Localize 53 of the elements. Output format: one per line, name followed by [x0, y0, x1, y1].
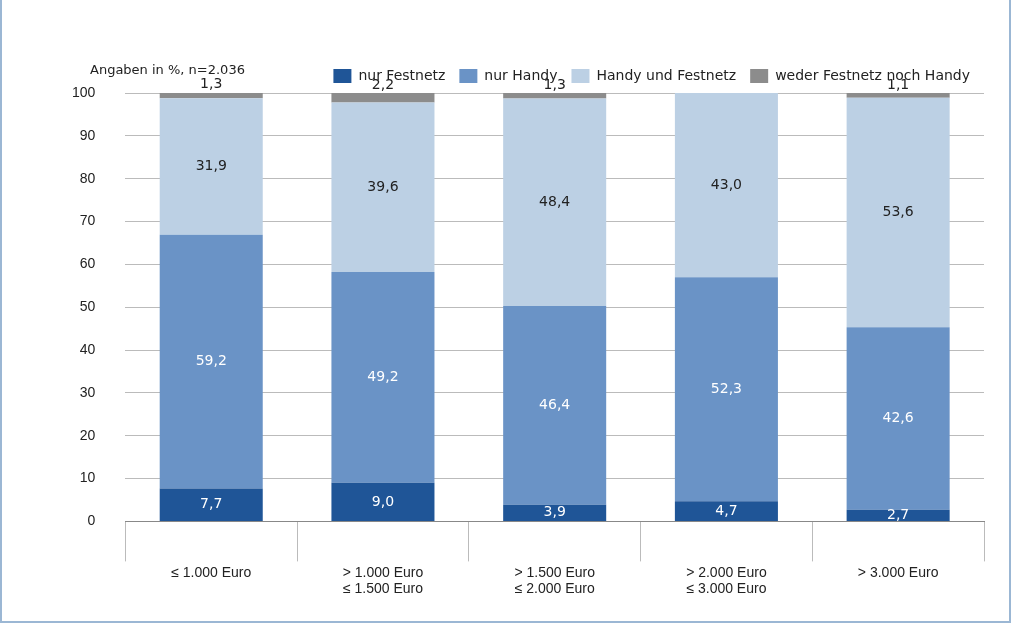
data-label: 46,4	[539, 395, 571, 412]
y-tick-label: 50	[79, 298, 96, 315]
bar	[159, 488, 263, 521]
bar	[159, 98, 263, 235]
y-tick-label: 30	[79, 383, 96, 400]
data-label: 1,3	[200, 75, 223, 92]
data-label: 48,4	[539, 192, 571, 209]
legend-label: Handy und Festnetz	[596, 66, 737, 83]
bar	[331, 272, 435, 483]
x-tick-label: > 1.000 Euro ≤ 1.500 Euro	[342, 563, 424, 597]
bar	[846, 93, 950, 98]
data-label: 4,7	[715, 501, 738, 518]
y-tick-label: 60	[79, 255, 96, 272]
bar	[331, 102, 435, 273]
bar	[846, 97, 950, 328]
bar	[846, 327, 950, 510]
data-label: 39,6	[367, 177, 399, 194]
x-tick-label: > 1.500 Euro ≤ 2.000 Euro	[514, 563, 596, 597]
data-label: 9,0	[371, 492, 395, 509]
y-tick-label: 20	[79, 426, 96, 443]
bar	[674, 501, 778, 521]
bar	[159, 234, 263, 489]
data-label: 3,9	[543, 503, 566, 520]
y-tick-label: 100	[72, 83, 96, 100]
data-label: 7,7	[200, 495, 223, 512]
bar	[331, 93, 435, 103]
y-tick-label: 0	[87, 512, 96, 529]
data-label: 52,3	[710, 379, 742, 396]
bar	[674, 93, 778, 278]
bar	[503, 504, 607, 521]
y-tick-label: 70	[79, 212, 96, 229]
data-label: 53,6	[882, 203, 914, 220]
y-tick-label: 40	[79, 340, 96, 357]
x-tick-label: ≤ 1.000 Euro	[171, 563, 252, 580]
y-tick-label: 80	[79, 169, 96, 186]
x-tick-label: > 3.000 Euro	[857, 563, 939, 580]
y-tick-label: 10	[79, 469, 96, 486]
data-label: 31,9	[195, 157, 227, 174]
bar	[846, 509, 950, 521]
bar	[503, 93, 607, 99]
data-label: 2,7	[887, 506, 910, 523]
bar	[503, 305, 607, 505]
y-axis-title: Angaben in %, n=2.036	[90, 62, 245, 77]
x-tick-label: > 2.000 Euro ≤ 3.000 Euro	[686, 563, 767, 597]
bar	[674, 277, 778, 502]
y-tick-label: 90	[79, 126, 96, 143]
data-label: 43,0	[710, 175, 742, 192]
bar	[159, 93, 263, 99]
data-label: 42,6	[882, 409, 914, 426]
data-label: 59,2	[195, 352, 227, 369]
bar	[503, 98, 607, 306]
data-label: 49,2	[367, 368, 399, 385]
bar	[331, 482, 435, 521]
